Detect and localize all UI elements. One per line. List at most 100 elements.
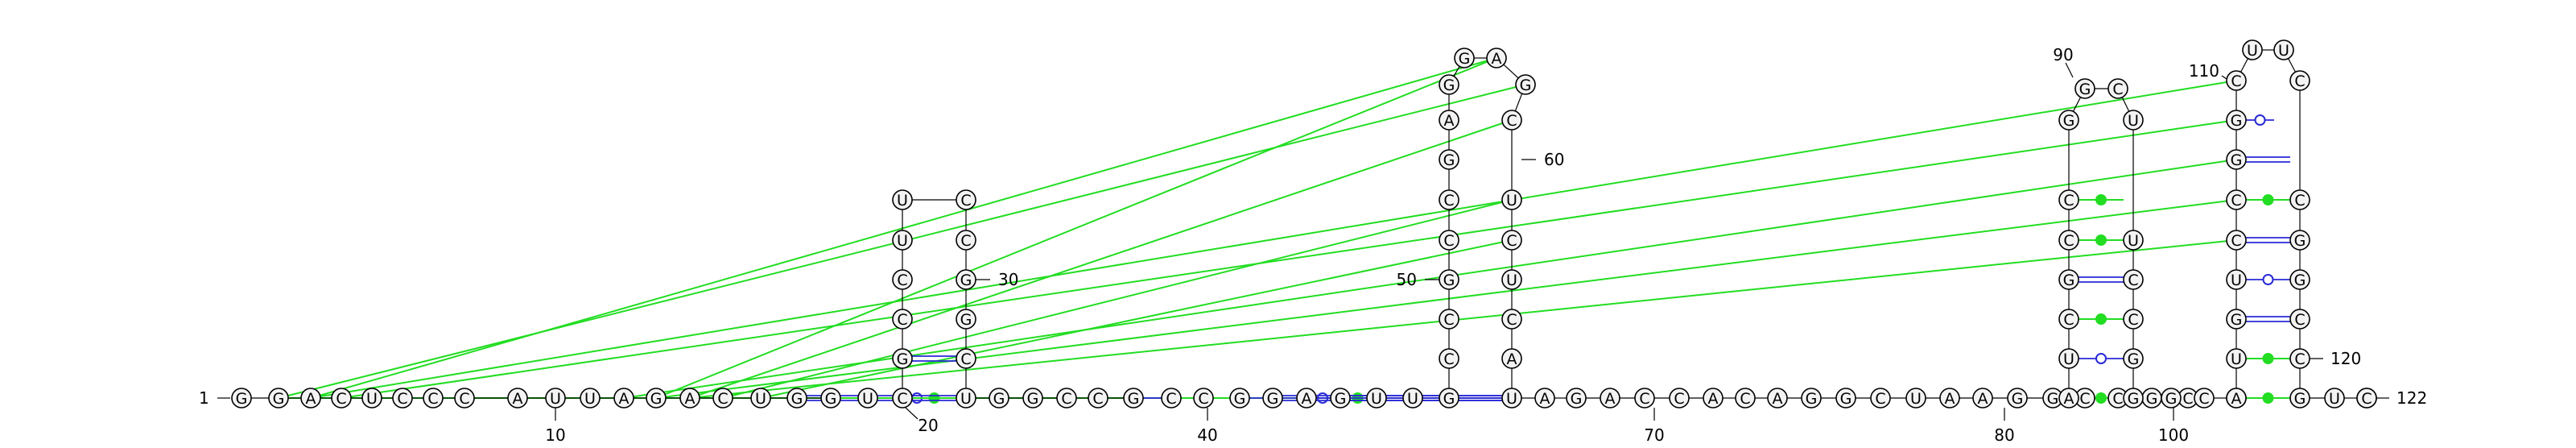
nucleotide-54: G: [1454, 48, 1475, 68]
nucleotide-22: C: [892, 309, 913, 330]
nucleotide-letter: G: [1443, 390, 1455, 408]
nucleotide-letter: U: [1506, 272, 1517, 289]
noncanonical-pair-marker: [2095, 234, 2107, 246]
nucleotide-17: G: [786, 388, 807, 409]
nucleotide-37: C: [1161, 388, 1182, 409]
position-number: 20: [918, 416, 938, 435]
nucleotide-14: A: [679, 388, 700, 409]
pseudoknot-line: [722, 199, 1513, 399]
nucleotide-letter: U: [755, 390, 766, 408]
nucleotide-23: C: [892, 269, 913, 290]
nucleotide-115: G: [2289, 230, 2310, 251]
nucleotide-86: C: [2058, 309, 2079, 330]
backbone-segment: [1453, 66, 1460, 77]
nucleotide-letter: C: [960, 192, 971, 209]
position-number: 120: [2330, 349, 2361, 368]
nucleotide-117: C: [2289, 309, 2310, 330]
nucleotide-letter: G: [2231, 151, 2243, 169]
nucleotide-letter: G: [1520, 77, 1532, 94]
nucleotide-69: A: [1703, 388, 1724, 409]
nucleotide-letter: C: [2079, 390, 2090, 408]
nucleotide-letter: C: [2294, 351, 2305, 368]
nucleotide-32: G: [989, 388, 1009, 409]
nucleotide-letter: C: [427, 390, 438, 408]
nucleotide-24: U: [892, 230, 913, 251]
position-number: 70: [1644, 425, 1664, 445]
backbone-segment: [1514, 93, 1523, 112]
nucleotide-33: G: [1022, 388, 1043, 409]
nucleotide-letter: G: [236, 390, 248, 408]
nucleotide-letter: C: [2198, 390, 2209, 408]
position-tick: [905, 407, 919, 420]
nucleotide-16: U: [750, 388, 771, 409]
nucleotide-64: A: [1534, 388, 1555, 409]
nucleotide-107: C: [2226, 189, 2247, 210]
nucleotide-letter: U: [1506, 390, 1517, 408]
nucleotide-letter: G: [2294, 272, 2306, 289]
noncanonical-pair-marker: [2095, 313, 2107, 325]
nucleotide-letter: G: [1443, 272, 1455, 289]
nucleotide-44: U: [1402, 388, 1423, 409]
nucleotide-letter: G: [2128, 390, 2140, 408]
nucleotide-letter: C: [2112, 81, 2123, 98]
nucleotide-letter: U: [1910, 390, 1922, 408]
noncanonical-pair-marker: [2262, 353, 2274, 364]
nucleotide-72: G: [1801, 388, 1822, 409]
nucleotide-46: C: [1439, 348, 1459, 369]
noncanonical-pair-marker: [2262, 194, 2274, 205]
nucleotide-28: G: [956, 269, 976, 290]
nucleotide-letter: C: [2231, 192, 2241, 209]
nucleotide-4: C: [331, 388, 352, 409]
nucleotide-letter: C: [1061, 390, 1071, 408]
nucleotide-letter: C: [1506, 311, 1517, 329]
nucleotide-letter: C: [2182, 390, 2193, 408]
nucleotide-81: C: [2107, 388, 2128, 409]
nucleotide-116: G: [2289, 269, 2310, 290]
nucleotide-letter: C: [1674, 390, 1684, 408]
nucleotide-48: G: [1439, 269, 1459, 290]
nucleotide-19: U: [857, 388, 878, 409]
nucleotide-20: C: [892, 388, 913, 409]
nucleotide-70: C: [1735, 388, 1756, 409]
nucleotide-84: A: [2058, 388, 2079, 409]
nucleotide-letter: G: [993, 390, 1005, 408]
nucleotide-letter: G: [2063, 272, 2075, 289]
nucleotide-letter: C: [897, 311, 907, 329]
nucleotide-letter: A: [1507, 351, 1517, 368]
nucleotide-letter: A: [306, 390, 316, 408]
nucleotide-letter: U: [1407, 390, 1418, 408]
nucleotide-letter: G: [650, 390, 663, 408]
nucleotide-58: U: [1501, 189, 1522, 210]
nucleotide-letter: C: [960, 351, 971, 368]
nucleotide-87: G: [2058, 269, 2079, 290]
nucleotide-letter: A: [1444, 112, 1455, 130]
nucleotide-98: G: [2123, 388, 2144, 409]
nucleotide-letter: U: [1371, 390, 1382, 408]
nucleotide-letter: C: [1166, 390, 1176, 408]
nucleotide-letter: U: [897, 232, 908, 250]
nucleotide-41: A: [1296, 388, 1317, 409]
nucleotide-120: U: [2324, 388, 2345, 409]
nucleotide-letter: A: [1708, 390, 1719, 408]
nucleotide-40: G: [1262, 388, 1283, 409]
position-tick: [2065, 62, 2074, 78]
nucleotide-letter: C: [2361, 390, 2372, 408]
nucleotide-52: A: [1439, 110, 1459, 131]
nucleotide-letter: G: [2165, 390, 2178, 408]
position-number: 40: [1197, 425, 1217, 445]
nucleotide-73: G: [1835, 388, 1856, 409]
nucleotide-letter: G: [2231, 112, 2243, 130]
nucleotide-letter: C: [1198, 390, 1208, 408]
nucleotide-letter: C: [2128, 272, 2138, 289]
nucleotide-25: U: [892, 189, 913, 210]
nucleotide-38: C: [1193, 388, 1214, 409]
nucleotide-105: U: [2226, 269, 2247, 290]
nucleotide-29: G: [956, 309, 976, 330]
backbone-segment: [2288, 58, 2296, 73]
nucleotide-114: C: [2289, 189, 2310, 210]
nucleotide-110: C: [2226, 70, 2247, 91]
nucleotide-letter: G: [1027, 390, 1039, 408]
nucleotide-21: G: [892, 348, 913, 369]
nucleotide-letter: C: [897, 390, 907, 408]
